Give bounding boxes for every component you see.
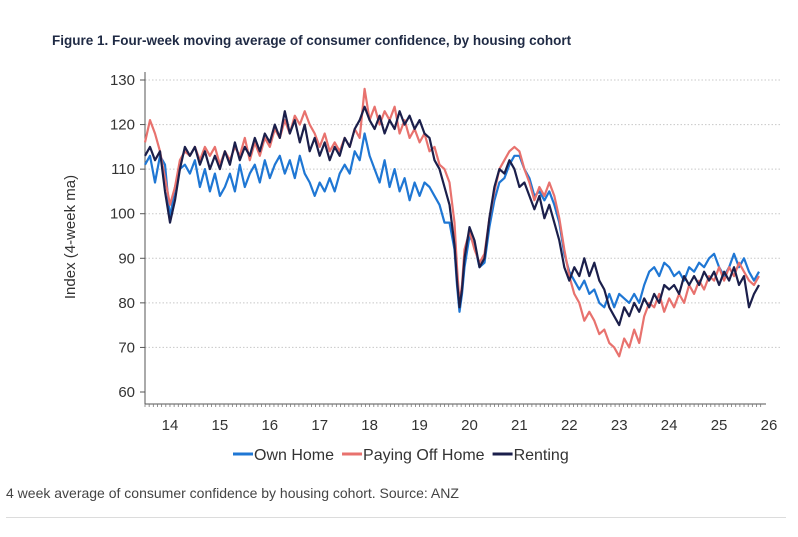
y-tick-label-70: 70 [118, 339, 135, 356]
y-axis-label: Index (4-week ma) [62, 175, 79, 299]
x-tick-labels: 14 15 16 17 18 19 20 21 22 23 24 25 26 [162, 417, 778, 434]
legend-label-paying-off-home: Paying Off Home [363, 447, 485, 464]
series-line-renting [144, 105, 760, 327]
figure-caption: 4 week average of consumer confidence by… [6, 485, 459, 501]
y-tick-labels: 60 70 80 90 100 110 120 130 [110, 72, 135, 401]
divider [6, 517, 786, 518]
gridlines [145, 79, 780, 348]
x-tick-label-18: 18 [361, 417, 378, 434]
y-tick-label-110: 110 [111, 161, 135, 178]
x-tick-label-14: 14 [162, 417, 179, 434]
x-tick-label-16: 16 [261, 417, 278, 434]
line-chart: 60 70 80 90 100 110 120 130 14 15 16 17 18 19 20 21 22 2… [62, 72, 780, 464]
x-tick-label-23: 23 [611, 417, 628, 434]
axes [140, 72, 766, 407]
series-lines [143, 87, 760, 358]
y-tick-label-120: 120 [110, 117, 135, 134]
x-tick-label-19: 19 [411, 417, 428, 434]
legend-label-renting: Renting [514, 447, 569, 464]
legend-label-own-home: Own Home [254, 447, 334, 464]
y-tick-label-60: 60 [118, 384, 135, 401]
y-tick-label-100: 100 [110, 206, 135, 223]
x-tick-label-17: 17 [311, 417, 328, 434]
x-tick-label-21: 21 [511, 417, 528, 434]
x-tick-label-25: 25 [711, 417, 728, 434]
legend: Own Home Paying Off Home Renting [233, 447, 569, 464]
x-tick-label-15: 15 [212, 417, 229, 434]
x-tick-label-20: 20 [461, 417, 478, 434]
x-tick-label-22: 22 [561, 417, 578, 434]
figure-title: Figure 1. Four-week moving average of co… [52, 33, 572, 48]
x-tick-label-26: 26 [761, 417, 778, 434]
y-tick-label-80: 80 [118, 295, 135, 312]
y-tick-label-130: 130 [110, 72, 135, 89]
x-tick-label-24: 24 [661, 417, 678, 434]
y-tick-label-90: 90 [118, 250, 135, 267]
